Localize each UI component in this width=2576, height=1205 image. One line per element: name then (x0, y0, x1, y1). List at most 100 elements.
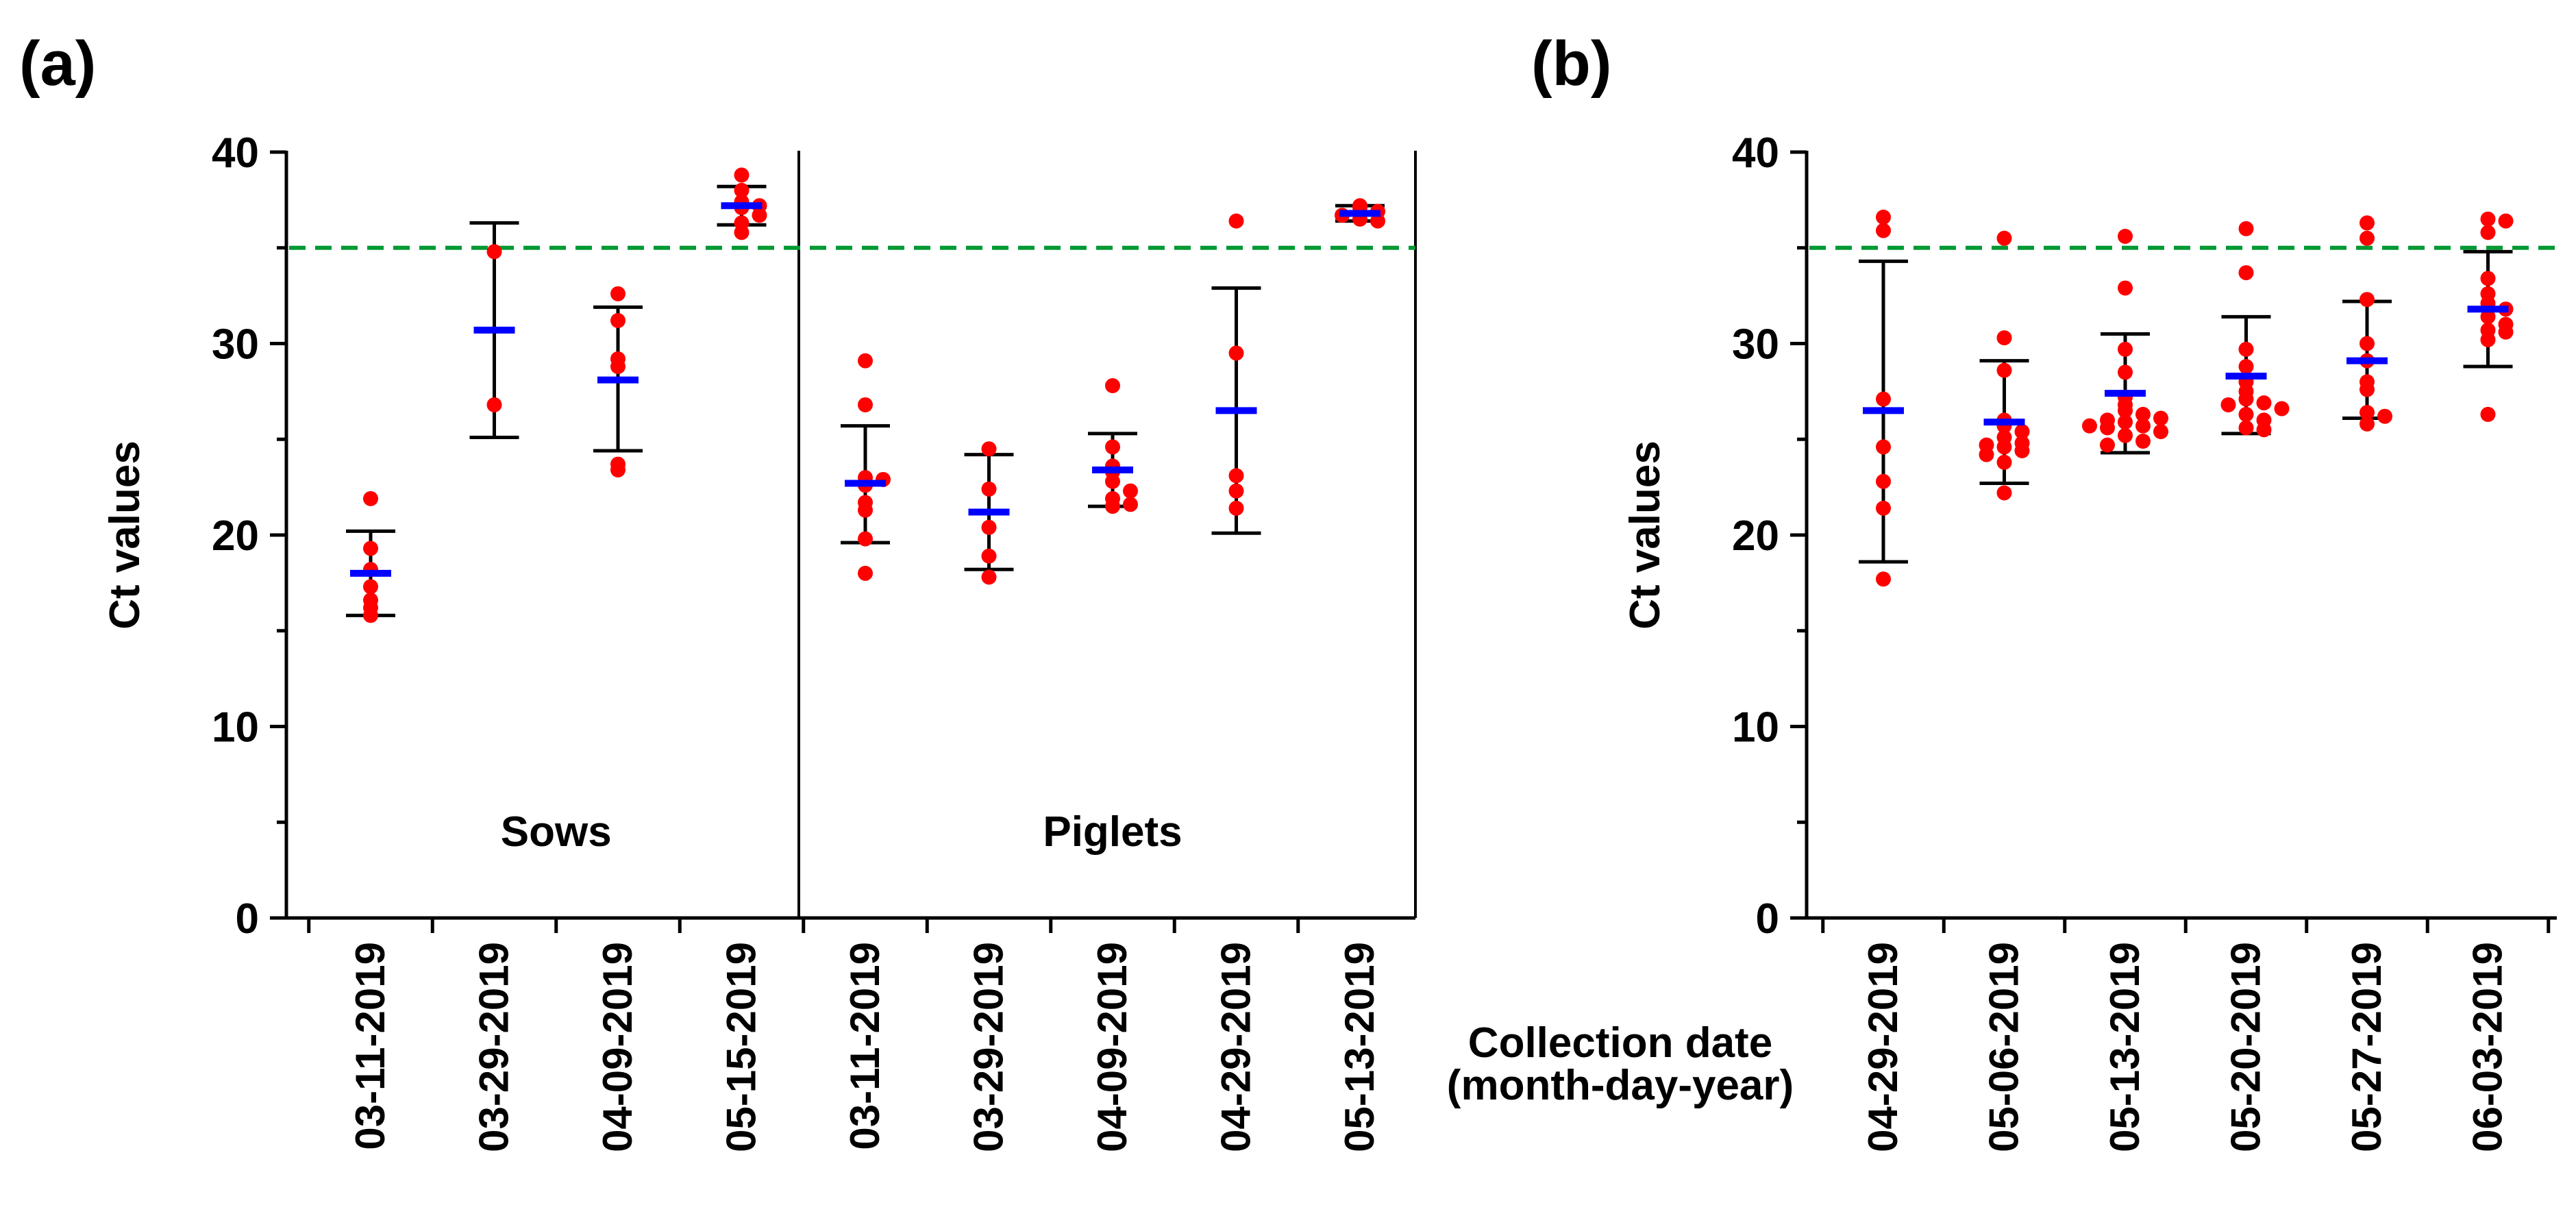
group-label: Sows (501, 808, 612, 856)
data-point (610, 312, 626, 328)
data-point (1876, 210, 1891, 225)
data-point (2480, 309, 2496, 325)
data-point (2256, 395, 2272, 411)
data-point (2360, 292, 2375, 308)
y-tick-label: 0 (1756, 895, 1779, 943)
x-tick-label: 03-29-2019 (966, 942, 1012, 1152)
data-point (2274, 401, 2290, 417)
data-point (734, 182, 750, 198)
x-axis-title-line1: Collection date (1468, 1019, 1772, 1067)
data-point (1996, 485, 2012, 501)
data-point (1996, 439, 2012, 455)
data-point (2118, 228, 2133, 244)
data-point (1876, 223, 1891, 238)
data-point (2238, 221, 2254, 236)
data-point (1228, 468, 1244, 484)
y-axis-title: Ct values (101, 440, 149, 630)
data-point (363, 579, 378, 595)
x-tick-label: 04-09-2019 (1089, 942, 1135, 1152)
data-point (1228, 500, 1244, 516)
data-point (1876, 391, 1891, 407)
data-point (2238, 406, 2254, 422)
data-point (2118, 280, 2133, 296)
data-point (858, 502, 873, 518)
data-point (2256, 422, 2272, 438)
data-point (1876, 439, 1891, 455)
data-point (2480, 271, 2496, 286)
data-point (2360, 382, 2375, 397)
data-point (2498, 324, 2514, 340)
data-point (2480, 406, 2496, 422)
data-point (981, 481, 997, 497)
data-point (2100, 437, 2115, 453)
data-point (2480, 225, 2496, 240)
x-tick-label: 04-29-2019 (1213, 942, 1259, 1152)
x-tick-label: 03-29-2019 (471, 942, 517, 1152)
data-point (981, 441, 997, 457)
x-tick-label: 05-15-2019 (719, 942, 765, 1152)
x-axis-title-line2: (month-day-year) (1447, 1062, 1794, 1109)
data-point (858, 531, 873, 547)
x-tick-label: 05-13-2019 (2102, 942, 2148, 1152)
data-point (734, 167, 750, 183)
y-tick-label: 0 (236, 895, 259, 943)
data-point (1105, 499, 1120, 514)
data-point (981, 569, 997, 585)
data-point (363, 541, 378, 556)
data-point (1105, 439, 1120, 455)
x-tick-label: 06-03-2019 (2465, 942, 2511, 1152)
panel-a-chart: 0 10 20 30 40 Ct values 03-11-2019 03-29-2019 04… (101, 129, 1417, 1152)
data-point (610, 359, 626, 375)
panel-b-chart: 0 10 20 30 40 Ct values 04-29-2019 05-06-2019 05… (1622, 129, 2557, 1152)
data-point (2153, 410, 2168, 426)
data-point (1979, 447, 1994, 462)
y-axis-title: Ct values (1622, 440, 1669, 630)
data-point (2238, 341, 2254, 357)
data-point (2118, 341, 2133, 357)
data-point (1123, 483, 1138, 499)
data-point (363, 600, 378, 616)
data-point (2118, 403, 2133, 419)
x-tick-label: 04-09-2019 (595, 942, 641, 1152)
data-point (2153, 424, 2168, 440)
data-point (1105, 473, 1120, 489)
data-point (2118, 364, 2133, 380)
y-tick-label: 20 (1732, 512, 1779, 560)
group-label: Piglets (1043, 808, 1182, 856)
data-point (2118, 427, 2133, 443)
data-point (858, 565, 873, 581)
y-tick-label: 40 (1732, 129, 1779, 177)
data-point (981, 548, 997, 564)
data-point (2238, 265, 2254, 281)
data-point (2360, 230, 2375, 246)
data-point (2238, 391, 2254, 407)
y-tick-label: 30 (212, 321, 259, 369)
data-point (363, 490, 378, 506)
data-point (2377, 408, 2392, 424)
data-point (2135, 406, 2151, 422)
y-tick-label: 20 (212, 512, 259, 560)
data-point (2220, 397, 2236, 412)
x-tick-label: 03-11-2019 (842, 942, 888, 1150)
panel-a-label: (a) (19, 29, 96, 99)
data-point (2118, 414, 2133, 430)
data-point (2480, 332, 2496, 347)
data-point (858, 397, 873, 412)
panel-b-label: (b) (1531, 29, 1611, 99)
data-point (2360, 416, 2375, 432)
x-tick-label: 03-11-2019 (347, 942, 393, 1150)
data-point (1876, 500, 1891, 516)
data-point (1996, 330, 2012, 346)
data-point (1996, 362, 2012, 378)
data-point (2238, 359, 2254, 375)
data-point (2360, 215, 2375, 231)
data-point (2014, 424, 2030, 440)
data-point (1876, 571, 1891, 587)
data-point (2238, 420, 2254, 436)
x-tick-label: 05-20-2019 (2223, 942, 2269, 1152)
x-tick-label: 05-06-2019 (1981, 942, 2027, 1152)
x-tick-label: 05-27-2019 (2344, 942, 2390, 1152)
data-point (2135, 418, 2151, 434)
data-point (2480, 211, 2496, 227)
x-tick-label: 04-29-2019 (1860, 942, 1906, 1152)
